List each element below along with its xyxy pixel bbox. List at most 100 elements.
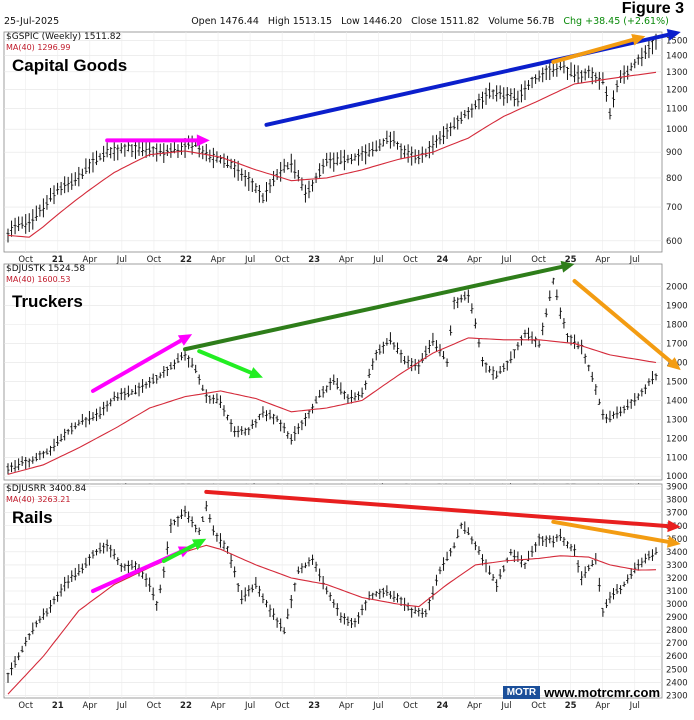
x-tick-label: Apr: [595, 701, 610, 711]
x-tick-label: Jul: [629, 255, 640, 265]
x-tick-label: Jul: [116, 701, 127, 711]
x-tick-label: Jul: [372, 255, 383, 265]
x-tick-label: Oct: [18, 255, 33, 265]
y-tick-label: 2300: [666, 691, 688, 701]
trend-arrow: [551, 519, 670, 544]
trend-arrow-head: [631, 33, 646, 46]
y-tick-label: 1700: [666, 340, 688, 350]
x-tick-label: Oct: [18, 701, 33, 711]
y-tick-label: 3500: [666, 535, 688, 545]
x-tick-label: Apr: [82, 701, 97, 711]
trend-arrow: [161, 542, 197, 563]
y-tick-label: 1800: [666, 321, 688, 331]
y-tick-label: 2500: [666, 665, 688, 675]
series-title-rails: $DJUSRR 3400.84: [6, 484, 87, 494]
y-tick-label: 900: [666, 148, 682, 158]
x-tick-label: Oct: [531, 255, 546, 265]
trend-arrow-head: [191, 538, 207, 551]
y-tick-label: 2700: [666, 639, 688, 649]
y-tick-label: 800: [666, 174, 682, 184]
x-tick-label: Jul: [244, 701, 255, 711]
x-tick-label: Jul: [500, 255, 511, 265]
x-tick-label: Jul: [500, 701, 511, 711]
trend-arrow-head: [248, 367, 263, 379]
y-tick-label: 3300: [666, 561, 688, 571]
y-tick-label: 3900: [666, 483, 688, 493]
y-tick-label: 3700: [666, 509, 688, 519]
y-tick-label: 1900: [666, 302, 688, 312]
y-tick-label: 1500: [666, 377, 688, 387]
series-title-truckers: $DJUSTK 1524.58: [6, 264, 86, 274]
ma-line: [7, 71, 657, 238]
trend-arrow-head: [667, 520, 681, 533]
ma-label-capital-goods: MA(40) 1296.99: [6, 43, 71, 52]
trend-arrow-head: [666, 28, 681, 41]
x-tick-label: 23: [308, 255, 320, 265]
y-tick-label: 1300: [666, 68, 688, 78]
x-tick-label: 21: [52, 255, 64, 265]
y-tick-label: 600: [666, 237, 682, 247]
trend-arrow: [197, 349, 253, 375]
trend-arrow-head: [177, 334, 193, 346]
y-tick-label: 2400: [666, 678, 688, 688]
ma-line: [7, 337, 657, 475]
y-tick-label: 3200: [666, 574, 688, 584]
ma-line: [7, 544, 657, 695]
x-tick-label: Oct: [275, 701, 290, 711]
x-tick-label: Apr: [211, 701, 226, 711]
y-tick-label: 1000: [666, 472, 688, 482]
trend-arrow-head: [560, 260, 575, 273]
x-tick-label: 23: [308, 701, 320, 711]
x-tick-label: Apr: [339, 255, 354, 265]
trend-arrow-head: [666, 357, 681, 371]
y-tick-label: 2900: [666, 613, 688, 623]
y-tick-label: 2800: [666, 626, 688, 636]
panel-label-capital-goods: Capital Goods: [12, 56, 128, 75]
x-tick-label: Apr: [211, 255, 226, 265]
header-date: 25-Jul-2025: [4, 16, 60, 27]
y-tick-label: 700: [666, 203, 682, 213]
trend-arrow-head: [666, 535, 681, 548]
y-tick-label: 3000: [666, 600, 688, 610]
trend-arrow: [204, 489, 670, 529]
x-tick-label: Apr: [595, 255, 610, 265]
trend-arrow: [183, 264, 564, 352]
motr-logo: MOTR: [502, 686, 541, 699]
trend-arrow: [551, 37, 635, 64]
header-volume: Volume 56.7B: [488, 16, 555, 27]
x-tick-label: Oct: [531, 701, 546, 711]
x-tick-label: Jul: [629, 701, 640, 711]
brand-url[interactable]: www.motrcmr.com: [544, 685, 660, 700]
x-tick-label: 24: [437, 701, 449, 711]
y-tick-label: 1200: [666, 434, 688, 444]
x-tick-label: Oct: [403, 255, 418, 265]
header-close: Close 1511.82: [411, 16, 480, 27]
x-tick-label: Jul: [244, 255, 255, 265]
y-tick-label: 3400: [666, 548, 688, 558]
figure-label: Figure 3: [621, 0, 684, 17]
x-tick-label: Oct: [275, 255, 290, 265]
panel-label-truckers: Truckers: [12, 292, 83, 311]
x-tick-label: 25: [565, 701, 577, 711]
brand-footer: MOTR www.motrcmr.com: [502, 685, 660, 700]
ma-label-truckers: MA(40) 1600.53: [6, 275, 71, 284]
x-tick-label: Apr: [339, 701, 354, 711]
x-tick-label: Oct: [403, 701, 418, 711]
x-tick-label: 22: [180, 701, 192, 711]
x-tick-label: Jul: [116, 255, 127, 265]
header-open: Open 1476.44: [191, 16, 259, 27]
header-high: High 1513.15: [267, 16, 333, 27]
trend-arrow: [90, 338, 183, 393]
x-tick-label: Apr: [467, 255, 482, 265]
y-tick-label: 3800: [666, 496, 688, 506]
y-tick-label: 1200: [666, 85, 688, 95]
trend-arrow-head: [196, 134, 210, 147]
y-tick-label: 1100: [666, 453, 688, 463]
header-change: Chg +38.45 (+2.61%): [563, 16, 669, 27]
panel-frame: [3, 263, 663, 481]
x-tick-label: Apr: [82, 255, 97, 265]
y-tick-label: 2600: [666, 652, 688, 662]
y-tick-label: 1100: [666, 104, 688, 114]
y-tick-label: 1400: [666, 52, 688, 62]
